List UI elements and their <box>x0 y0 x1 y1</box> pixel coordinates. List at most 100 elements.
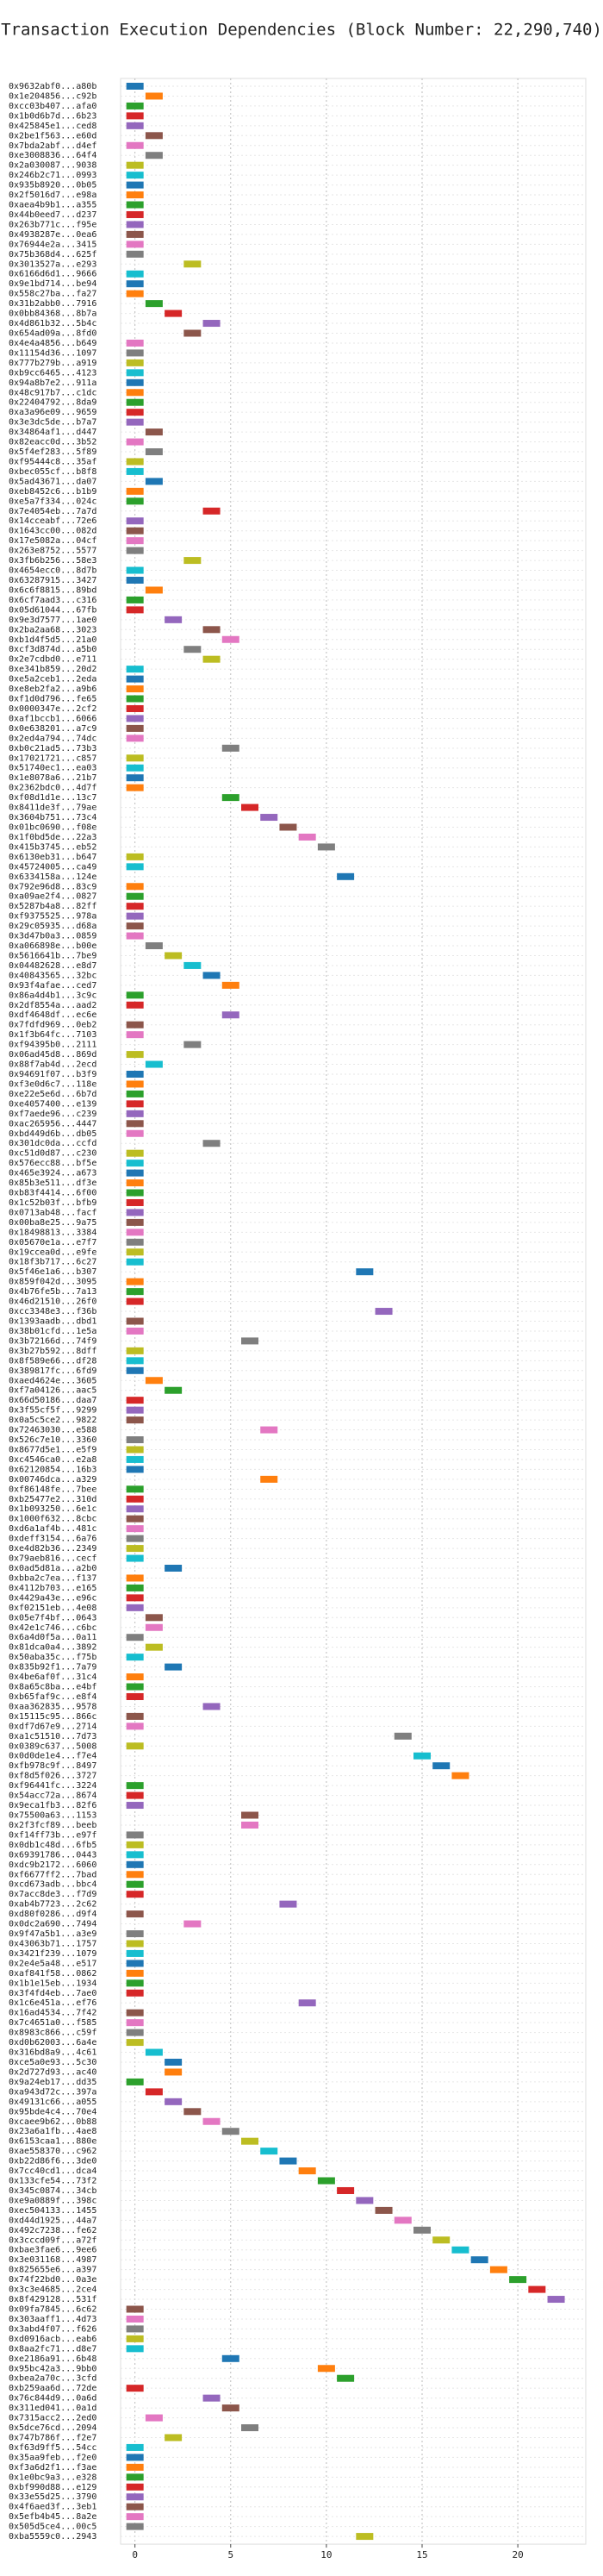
bar <box>126 1525 144 1533</box>
y-tick-label: 0xa066898e...b00e <box>9 941 96 951</box>
bar <box>145 586 163 594</box>
bar <box>183 329 202 337</box>
bar <box>126 547 144 554</box>
y-tick-label: 0x75500a63...1153 <box>9 1811 96 1821</box>
bar <box>126 1297 144 1305</box>
y-tick-label: 0xa1c51510...7d73 <box>9 1732 96 1741</box>
bar <box>165 1565 183 1572</box>
bar <box>221 981 239 989</box>
bar <box>126 2503 144 2510</box>
bar <box>126 389 144 397</box>
bar <box>202 655 221 663</box>
bar <box>126 1416 144 1424</box>
x-tick-label: 15 <box>416 2549 427 2560</box>
y-tick-label: 0x00746dca...a329 <box>9 1475 96 1485</box>
bar <box>126 398 144 406</box>
bar <box>126 1960 144 1967</box>
bar <box>126 606 144 614</box>
y-tick-label: 0x389817fc...6fd9 <box>9 1366 96 1376</box>
y-tick-label: 0x7cc40cd1...dca4 <box>9 2166 96 2176</box>
bar <box>126 735 144 742</box>
bar <box>126 438 144 446</box>
y-tick-label: 0xe5a7f334...024c <box>9 497 96 506</box>
y-tick-label: 0x1000f632...8cbc <box>9 1515 96 1524</box>
bar <box>145 300 163 308</box>
bar <box>126 2029 144 2036</box>
bar <box>145 942 163 950</box>
bar <box>221 1011 239 1019</box>
bar <box>126 1031 144 1039</box>
bar <box>126 2039 144 2047</box>
y-tick-label: 0x4938287e...0ea6 <box>9 230 96 240</box>
y-tick-label: 0xf63d9ff5...54cc <box>9 2443 96 2453</box>
y-tick-label: 0x93f4afae...ced7 <box>9 981 96 991</box>
bar <box>145 428 163 436</box>
y-tick-label: 0xac265956...4447 <box>9 1119 96 1129</box>
bar <box>126 1466 144 1473</box>
bar <box>126 754 144 762</box>
y-tick-label: 0x81dca0a4...3892 <box>9 1643 96 1653</box>
bar <box>126 487 144 495</box>
bar <box>165 952 183 960</box>
bar <box>126 349 144 357</box>
y-tick-label: 0x777b279b...a919 <box>9 359 96 368</box>
y-tick-label: 0x9e3d7577...1ae0 <box>9 616 96 625</box>
bar <box>126 2335 144 2342</box>
bar <box>413 1752 431 1760</box>
bar <box>145 152 163 159</box>
bar <box>126 102 144 109</box>
y-tick-label: 0x6166d6d1...9666 <box>9 270 96 279</box>
y-tick-label: 0xf86148fe...7bee <box>9 1485 96 1494</box>
bar <box>145 1377 163 1385</box>
bar <box>126 922 144 930</box>
y-tick-label: 0x88f7ab4d...2ecd <box>9 1060 96 1070</box>
bar <box>126 1110 144 1117</box>
bar <box>126 2345 144 2353</box>
y-tick-label: 0x09fa7845...6c62 <box>9 2305 96 2315</box>
y-tick-label: 0x5dce76cd...2094 <box>9 2423 96 2433</box>
bar <box>126 1604 144 1611</box>
bar <box>126 2078 144 2085</box>
bar <box>126 1515 144 1522</box>
bar <box>221 635 239 643</box>
bar <box>126 1080 144 1088</box>
bar <box>145 478 163 485</box>
bar <box>126 1179 144 1187</box>
bar <box>509 2276 527 2284</box>
bar <box>126 1594 144 1602</box>
y-tick-label: 0x9632abf0...a80b <box>9 82 96 91</box>
y-tick-label: 0xf7a04126...aac5 <box>9 1386 96 1396</box>
y-tick-label: 0xf3a6d2f1...f3ae <box>9 2463 96 2473</box>
y-tick-label: 0x1f3b64fc...7103 <box>9 1030 96 1040</box>
bar <box>126 1436 144 1444</box>
y-tick-label: 0x0713ab48...facf <box>9 1208 96 1217</box>
bar <box>126 1969 144 1977</box>
y-tick-label: 0xaf1bccb1...6066 <box>9 714 96 723</box>
bar <box>165 309 183 317</box>
y-tick-label: 0xba5559c0...2943 <box>9 2532 96 2542</box>
y-tick-label: 0xf08d1d1e...13c7 <box>9 793 96 803</box>
bar <box>126 1891 144 1898</box>
y-tick-label: 0x05670e1a...e7f7 <box>9 1238 96 1247</box>
y-tick-label: 0xa943d72c...397a <box>9 2087 96 2097</box>
bar <box>126 1129 144 1137</box>
bar <box>183 557 202 565</box>
y-tick-label: 0xb22d86f6...3de0 <box>9 2157 96 2166</box>
y-tick-label: 0x2ba2aa68...3023 <box>9 625 96 635</box>
y-tick-label: 0x311ed041...0a1d <box>9 2404 96 2413</box>
bar <box>126 122 144 129</box>
bar <box>317 2365 335 2373</box>
bar <box>356 2533 374 2541</box>
bar <box>145 2414 163 2422</box>
bar <box>298 2167 316 2175</box>
y-tick-label: 0x5616641b...7be9 <box>9 951 96 960</box>
bar <box>126 467 144 475</box>
y-tick-label: 0x526c7e10...3360 <box>9 1435 96 1445</box>
y-tick-label: 0x5f46e1a6...b307 <box>9 1267 96 1277</box>
bar <box>126 1673 144 1681</box>
bar <box>183 1041 202 1048</box>
bar <box>145 132 163 140</box>
y-tick-label: 0x425845e1...ced8 <box>9 122 96 131</box>
bar <box>126 2454 144 2461</box>
y-tick-label: 0xf8d5f026...3727 <box>9 1772 96 1781</box>
